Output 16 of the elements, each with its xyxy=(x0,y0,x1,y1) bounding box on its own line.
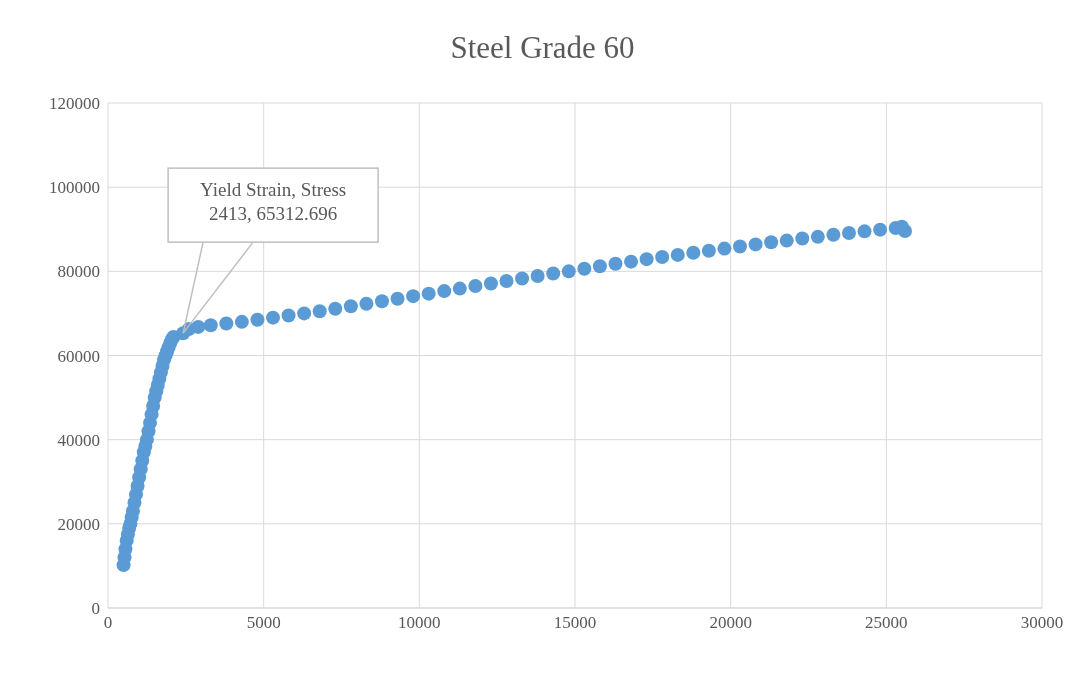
annotation: Yield Strain, Stress 2413, 65312.696 xyxy=(200,179,347,225)
y-tick-label: 20000 xyxy=(57,514,100,534)
x-tick-label: 25000 xyxy=(865,613,908,633)
x-tick-label: 0 xyxy=(103,613,113,633)
x-tick-label: 20000 xyxy=(709,613,752,633)
y-tick-label: 80000 xyxy=(57,262,100,282)
chart-title: Steel Grade 60 xyxy=(449,30,636,66)
x-tick-label: 10000 xyxy=(398,613,441,633)
y-tick-label: 40000 xyxy=(57,430,100,450)
x-tick-label: 5000 xyxy=(246,613,281,633)
x-tick-label: 30000 xyxy=(1020,613,1064,633)
y-tick-label: 100000 xyxy=(49,178,100,198)
y-tick-label: 60000 xyxy=(57,346,100,366)
x-tick-label: 15000 xyxy=(553,613,597,633)
y-tick-label: 120000 xyxy=(49,94,100,114)
y-tick-label: 0 xyxy=(91,599,100,619)
